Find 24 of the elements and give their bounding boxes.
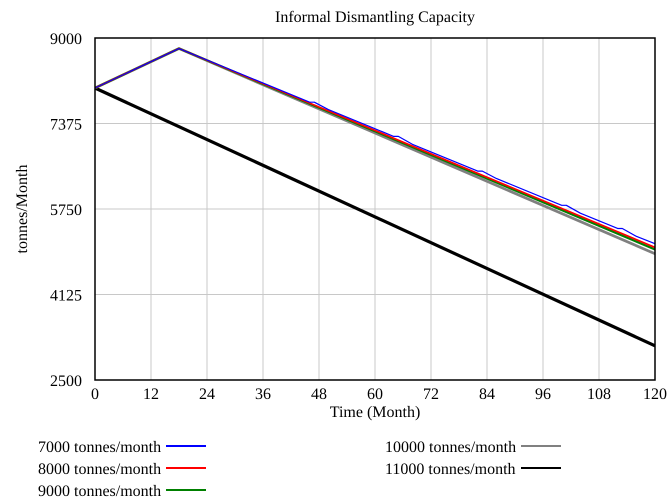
y-tick-label: 2500 <box>50 373 82 390</box>
x-tick-label: 120 <box>643 386 667 403</box>
legend-label: 9000 tonnes/month <box>38 483 162 498</box>
x-tick-label: 24 <box>199 386 215 403</box>
x-tick-label: 84 <box>479 386 495 403</box>
legend-label: 11000 tonnes/month <box>385 461 516 478</box>
x-tick-label: 12 <box>143 386 159 403</box>
chart-title: Informal Dismantling Capacity <box>275 9 475 26</box>
x-axis-title: Time (Month) <box>330 404 420 421</box>
y-tick-label: 9000 <box>50 31 82 48</box>
x-tick-label: 60 <box>367 386 383 403</box>
x-tick-label: 108 <box>587 386 611 403</box>
y-tick-label: 5750 <box>50 202 82 219</box>
y-tick-label: 4125 <box>50 288 82 304</box>
legend-label: 8000 tonnes/month <box>38 461 162 478</box>
legend-label: 10000 tonnes/month <box>385 439 516 456</box>
x-tick-label: 48 <box>311 386 327 403</box>
x-tick-label: 96 <box>535 386 551 403</box>
y-axis-title: tonnes/Month <box>14 164 31 254</box>
x-tick-label: 36 <box>255 386 271 403</box>
y-tick-label: 7375 <box>50 116 82 134</box>
legend-label: 7000 tonnes/month <box>38 439 162 456</box>
x-tick-label: 72 <box>423 386 439 403</box>
x-tick-label: 0 <box>91 386 99 403</box>
